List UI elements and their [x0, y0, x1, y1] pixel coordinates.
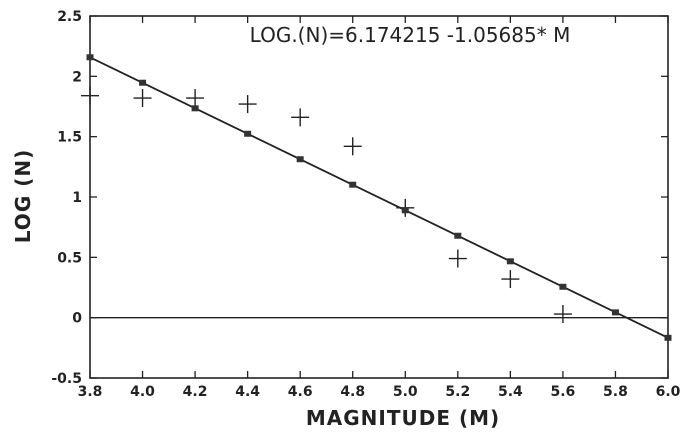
y-tick-label: 0.5 [57, 250, 82, 266]
y-tick-label: 1.5 [57, 130, 82, 146]
fit-line [89, 56, 669, 339]
x-tick-label: 5.0 [393, 384, 418, 400]
x-tick-label: 4.6 [288, 384, 313, 400]
x-tick-label: 4.8 [340, 384, 365, 400]
observed-point [133, 89, 152, 108]
observed-point [186, 89, 205, 108]
x-tick-label: 3.8 [78, 384, 103, 400]
observed-point [343, 137, 362, 156]
y-axis-title: LOG (N) [11, 149, 35, 243]
y-tick-label: 0 [72, 311, 82, 327]
observed-point [448, 249, 467, 268]
fit-point [401, 207, 409, 214]
x-tick-label: 5.2 [445, 384, 470, 400]
fit-point [244, 130, 252, 137]
fit-point [86, 54, 94, 61]
x-tick-label: 4.4 [235, 384, 260, 400]
x-axis-title: MAGNITUDE (M) [306, 406, 500, 430]
fit-point [611, 309, 619, 316]
fit-point [559, 283, 567, 290]
x-tick-label: 4.2 [183, 384, 208, 400]
observed-point [553, 305, 572, 324]
observed-point [81, 86, 99, 105]
y-tick-label: 1 [72, 190, 82, 206]
fit-point [191, 105, 199, 112]
x-tick-label: 5.6 [551, 384, 576, 400]
y-tick-label: -0.5 [51, 371, 82, 387]
fit-point [139, 79, 147, 86]
fit-point [349, 181, 357, 188]
y-tick-label: 2 [72, 69, 82, 85]
x-tick-label: 4.0 [130, 384, 155, 400]
fit-point [506, 258, 514, 265]
plot-layer: 3.8 4.0 4.2 4.4 4.6 4.8 5.0 5.2 5.4 5.6 5.8 6.0 -0.5… [51, 9, 680, 400]
observed-point [238, 95, 257, 114]
x-tick-label: 5.8 [603, 384, 628, 400]
y-tick-label: 2.5 [57, 9, 82, 25]
fit-point [664, 334, 672, 341]
x-tick-label: 6.0 [656, 384, 681, 400]
fit-point [296, 156, 304, 163]
observed-point [501, 270, 520, 289]
observed-point [291, 108, 310, 127]
x-tick-label: 5.4 [498, 384, 523, 400]
fit-point [454, 232, 462, 239]
chart-title: LOG.(N)=6.174215 -1.05685* M [250, 23, 571, 47]
